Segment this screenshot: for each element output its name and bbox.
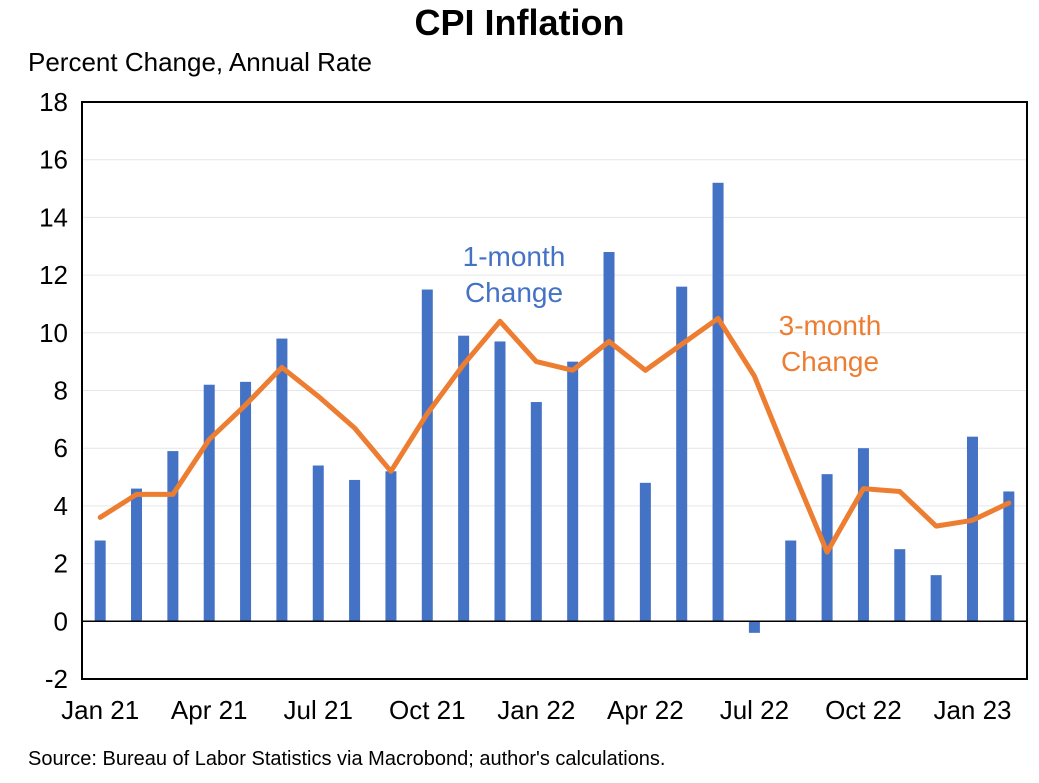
y-tick-label: 4 xyxy=(54,491,68,521)
bar xyxy=(312,465,324,622)
source-note: Source: Bureau of Labor Statistics via M… xyxy=(28,748,666,770)
bar xyxy=(385,471,397,622)
y-tick-label: 12 xyxy=(39,260,68,290)
y-tick-labels: -2 0 2 4 6 8 10 12 14 16 18 xyxy=(39,87,68,694)
x-tick-labels: Jan 21 Apr 21 Jul 21 Oct 21 Jan 22 Apr 22 Jul … xyxy=(61,695,1011,725)
x-tick-label: Jul 22 xyxy=(720,695,789,725)
bar xyxy=(94,540,106,622)
annotation-text: Change xyxy=(465,277,563,308)
bar xyxy=(857,448,869,622)
bar xyxy=(676,286,688,622)
x-tick-label: Oct 21 xyxy=(389,695,466,725)
gridlines xyxy=(82,159,1027,565)
bar xyxy=(1003,491,1015,622)
bar xyxy=(930,575,942,622)
bar xyxy=(349,479,361,622)
bar xyxy=(276,338,288,622)
y-tick-label: -2 xyxy=(45,664,68,694)
y-tick-label: 8 xyxy=(54,376,68,406)
bar xyxy=(203,384,215,622)
annotation-text: 1-month xyxy=(463,241,566,272)
y-tick-label: 2 xyxy=(54,549,68,579)
annotation-text: Change xyxy=(781,346,879,377)
y-tick-label: 10 xyxy=(39,318,68,348)
y-tick-label: 18 xyxy=(39,87,68,117)
annotations: 1-month Change 3-month Change xyxy=(463,241,882,377)
bar xyxy=(458,335,470,622)
bar xyxy=(966,436,978,622)
chart-title: CPI Inflation xyxy=(414,2,625,43)
bar xyxy=(530,402,542,622)
bar xyxy=(167,451,179,622)
x-tick-label: Jan 21 xyxy=(61,695,139,725)
x-tick-label: Jan 22 xyxy=(497,695,575,725)
x-tick-label: Apr 21 xyxy=(171,695,248,725)
bar xyxy=(421,289,433,622)
x-tick-label: Apr 22 xyxy=(607,695,684,725)
x-tick-label: Jan 23 xyxy=(933,695,1011,725)
bar xyxy=(712,182,724,622)
line-series-3-month xyxy=(97,315,1012,555)
bar xyxy=(785,540,797,622)
y-tick-label: 14 xyxy=(39,202,68,232)
x-tick-label: Oct 22 xyxy=(825,695,902,725)
y-axis-label: Percent Change, Annual Rate xyxy=(28,47,373,77)
bar xyxy=(894,549,906,622)
bar xyxy=(748,621,760,633)
x-tick-label: Jul 21 xyxy=(284,695,353,725)
plot-frame xyxy=(81,101,1028,680)
bar xyxy=(639,482,651,622)
bar xyxy=(494,341,506,622)
line-3-month xyxy=(97,315,1012,555)
annotation-text: 3-month xyxy=(779,310,882,341)
y-tick-label: 6 xyxy=(54,433,68,463)
bar xyxy=(131,488,143,622)
bar xyxy=(567,361,579,622)
y-tick-label: 0 xyxy=(54,606,68,636)
y-tick-label: 16 xyxy=(39,145,68,175)
bar xyxy=(603,252,615,622)
bar-series-1-month xyxy=(94,182,1015,633)
bar xyxy=(240,381,252,622)
